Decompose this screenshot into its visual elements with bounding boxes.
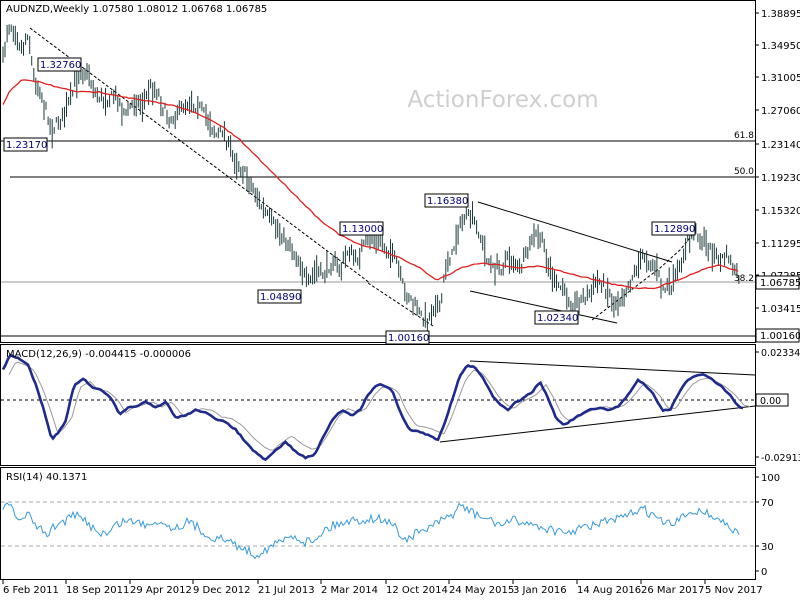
price-y-axis: 1.38895 1.34950 1.31005 1.27060 1.23140 … <box>755 9 800 341</box>
macd-lower-trendline <box>439 405 756 443</box>
macd-tick: 0.023343 <box>761 348 800 359</box>
price-tick: 1.15320 <box>761 206 800 217</box>
macd-line <box>1 353 744 462</box>
low-price-box <box>755 328 800 343</box>
x-tick: 5 Nov 2017 <box>705 585 763 596</box>
rsi-tick: 100 <box>761 473 780 484</box>
annotation-100160: 1.00160 <box>385 330 430 345</box>
price-bars <box>2 24 740 332</box>
rsi-line <box>2 502 740 560</box>
watermark: ActionForex.com <box>407 87 598 113</box>
x-tick: 24 May 2015 <box>449 585 514 596</box>
x-tick: 18 Sep 2011 <box>66 585 129 596</box>
low-price-label: 1.00160 <box>760 331 800 342</box>
annotation-102340: 1.02340 <box>534 310 579 325</box>
svg-text:1.04890: 1.04890 <box>260 292 301 303</box>
dashed-uptrend-line <box>591 232 695 321</box>
annotation-123170: 1.23170 <box>3 137 48 152</box>
rsi-panel-header: RSI(14) 40.1371 <box>6 472 87 483</box>
rsi-tick: 70 <box>761 498 774 509</box>
annotation-132760: 1.32760 <box>37 57 82 72</box>
x-tick: 2 Mar 2014 <box>321 585 378 596</box>
rsi-tick: 30 <box>761 542 774 553</box>
x-axis: 6 Feb 2011 18 Sep 2011 29 Apr 2012 9 Dec… <box>2 580 763 596</box>
annotation-104890: 1.04890 <box>257 289 302 304</box>
rsi-tick: 0 <box>761 567 767 578</box>
triangle-lower-line <box>469 290 618 324</box>
macd-y-axis: 0.023343 -0.029137 <box>755 348 800 464</box>
rsi-y-axis: 100 70 30 0 <box>755 473 780 578</box>
svg-text:1.32760: 1.32760 <box>40 60 81 71</box>
svg-text:1.23170: 1.23170 <box>6 140 47 151</box>
price-tick: 1.23140 <box>761 140 800 151</box>
price-panel-header: AUDNZD,Weekly 1.07580 1.08012 1.06768 1.… <box>6 4 267 15</box>
svg-text:1.00160: 1.00160 <box>388 333 429 344</box>
annotation-112890: 1.12890 <box>651 221 696 236</box>
svg-text:1.16380: 1.16380 <box>427 196 468 207</box>
fib-label-382: 38.2 <box>734 274 754 284</box>
x-tick: 3 Jan 2016 <box>513 585 567 596</box>
macd-upper-trendline <box>469 360 756 376</box>
fib-label-618: 61.8 <box>734 131 754 141</box>
moving-average-line <box>2 79 739 290</box>
macd-signal-line <box>8 361 751 451</box>
price-tick: 1.03415 <box>761 304 800 315</box>
fib-label-500: 50.0 <box>734 167 754 177</box>
price-panel-frame <box>0 0 756 343</box>
x-tick: 14 Aug 2016 <box>577 585 641 596</box>
macd-tick: -0.029137 <box>761 453 800 464</box>
x-tick: 12 Oct 2014 <box>386 585 448 596</box>
macd-zero-label: 0.00 <box>760 396 781 407</box>
x-tick: 29 Apr 2012 <box>130 585 192 596</box>
x-tick: 6 Feb 2011 <box>3 585 59 596</box>
macd-zero-box <box>755 393 789 407</box>
price-tick: 1.27060 <box>761 106 800 117</box>
current-price-label: 1.06785 <box>760 278 800 289</box>
annotation-113000: 1.13000 <box>339 221 384 236</box>
annotation-116380: 1.16380 <box>424 193 469 208</box>
price-tick: 1.38895 <box>761 9 800 20</box>
price-tick: 1.19230 <box>761 173 800 184</box>
x-tick: 26 Mar 2017 <box>641 585 704 596</box>
rsi-panel-frame <box>0 467 756 580</box>
triangle-upper-line <box>477 201 673 263</box>
price-tick: 1.31005 <box>761 73 800 84</box>
x-tick: 9 Dec 2012 <box>193 585 251 596</box>
price-tick: 1.34950 <box>761 41 800 52</box>
x-tick: 21 Jul 2013 <box>258 585 315 596</box>
current-price-box <box>755 275 800 290</box>
price-tick: 1.11295 <box>761 239 800 250</box>
svg-text:1.12890: 1.12890 <box>654 224 695 235</box>
macd-panel-header: MACD(12,26,9) -0.004415 -0.000006 <box>6 349 191 360</box>
svg-text:1.13000: 1.13000 <box>342 224 383 235</box>
dashed-downtrend-line-2 <box>367 282 434 327</box>
svg-text:1.02340: 1.02340 <box>537 313 578 324</box>
